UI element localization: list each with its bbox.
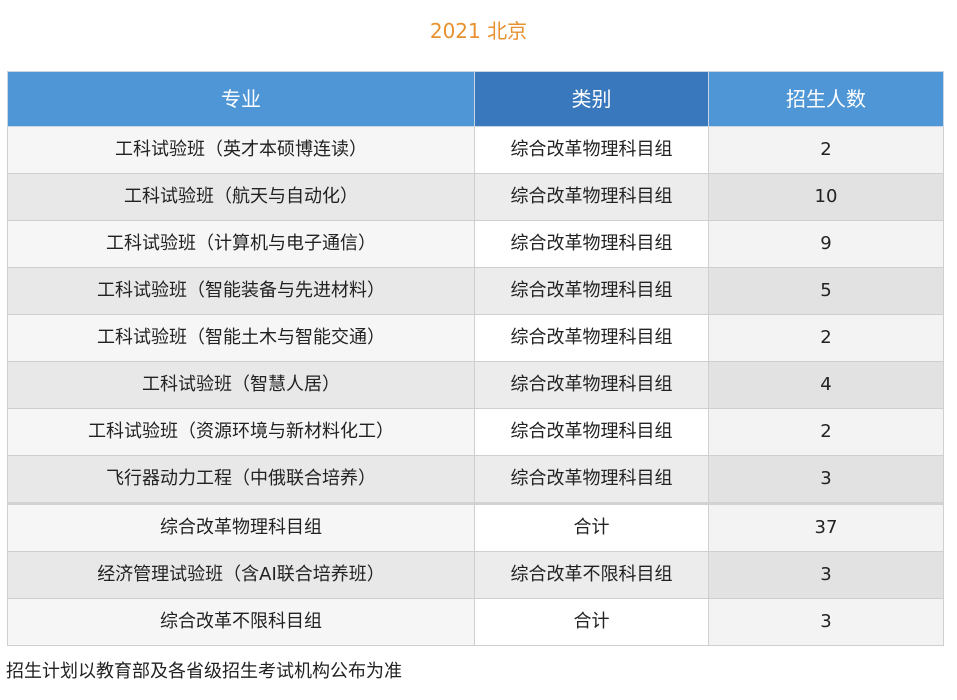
cell-category: 综合改革物理科目组 <box>474 361 709 409</box>
cell-major: 工科试验班（英才本硕博连读） <box>7 126 475 174</box>
cell-major: 飞行器动力工程（中俄联合培养） <box>7 455 475 504</box>
cell-category: 综合改革物理科目组 <box>474 173 709 221</box>
table-header-row: 专业 类别 招生人数 <box>7 71 944 127</box>
cell-category: 综合改革物理科目组 <box>474 220 709 268</box>
cell-count: 2 <box>708 314 944 362</box>
cell-category: 合计 <box>474 598 709 646</box>
table-row-subtotal: 综合改革物理科目组 合计 37 <box>7 502 944 552</box>
cell-major: 工科试验班（智能装备与先进材料） <box>7 267 475 315</box>
cell-category: 综合改革物理科目组 <box>474 408 709 456</box>
table-row-subtotal: 综合改革不限科目组 合计 3 <box>7 598 944 646</box>
cell-major: 工科试验班（智能土木与智能交通） <box>7 314 475 362</box>
cell-category: 合计 <box>474 502 709 552</box>
table-row: 工科试验班（英才本硕博连读） 综合改革物理科目组 2 <box>7 126 944 174</box>
cell-count: 3 <box>708 598 944 646</box>
table-row: 工科试验班（计算机与电子通信） 综合改革物理科目组 9 <box>7 220 944 268</box>
footnote: 招生计划以教育部及各省级招生考试机构公布为准 <box>6 661 402 682</box>
cell-category: 综合改革物理科目组 <box>474 314 709 362</box>
table-row: 工科试验班（智能装备与先进材料） 综合改革物理科目组 5 <box>7 267 944 315</box>
table-row: 飞行器动力工程（中俄联合培养） 综合改革物理科目组 3 <box>7 455 944 504</box>
cell-count: 3 <box>708 551 944 599</box>
enrollment-table: 专业 类别 招生人数 工科试验班（英才本硕博连读） 综合改革物理科目组 2 工科… <box>7 71 944 646</box>
cell-category: 综合改革物理科目组 <box>474 126 709 174</box>
table-row: 经济管理试验班（含AI联合培养班） 综合改革不限科目组 3 <box>7 551 944 599</box>
cell-category: 综合改革不限科目组 <box>474 551 709 599</box>
cell-major: 经济管理试验班（含AI联合培养班） <box>7 551 475 599</box>
cell-count: 5 <box>708 267 944 315</box>
cell-major: 综合改革物理科目组 <box>7 502 475 552</box>
cell-major: 工科试验班（智慧人居） <box>7 361 475 409</box>
cell-category: 综合改革物理科目组 <box>474 267 709 315</box>
cell-count: 3 <box>708 455 944 504</box>
cell-count: 37 <box>708 502 944 552</box>
header-category: 类别 <box>474 71 709 127</box>
cell-count: 2 <box>708 126 944 174</box>
table-row: 工科试验班（资源环境与新材料化工） 综合改革物理科目组 2 <box>7 408 944 456</box>
cell-major: 综合改革不限科目组 <box>7 598 475 646</box>
cell-major: 工科试验班（计算机与电子通信） <box>7 220 475 268</box>
cell-major: 工科试验班（航天与自动化） <box>7 173 475 221</box>
cell-count: 9 <box>708 220 944 268</box>
cell-count: 2 <box>708 408 944 456</box>
header-count: 招生人数 <box>708 71 944 127</box>
table-row: 工科试验班（智能土木与智能交通） 综合改革物理科目组 2 <box>7 314 944 362</box>
cell-count: 4 <box>708 361 944 409</box>
cell-count: 10 <box>708 173 944 221</box>
cell-major: 工科试验班（资源环境与新材料化工） <box>7 408 475 456</box>
table-row: 工科试验班（智慧人居） 综合改革物理科目组 4 <box>7 361 944 409</box>
page-title: 2021 北京 <box>429 19 528 43</box>
table-row: 工科试验班（航天与自动化） 综合改革物理科目组 10 <box>7 173 944 221</box>
cell-category: 综合改革物理科目组 <box>474 455 709 504</box>
header-major: 专业 <box>7 71 475 127</box>
